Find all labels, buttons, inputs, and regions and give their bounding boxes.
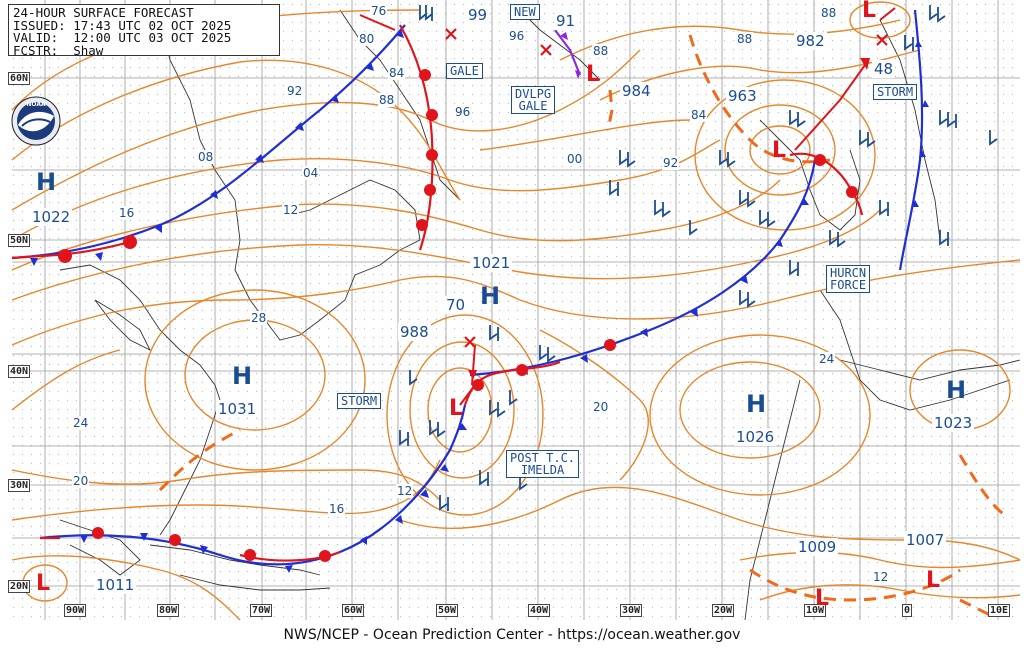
warning-storm-west: STORM xyxy=(337,393,382,409)
lat-label-30n: 30N xyxy=(8,479,31,492)
low-symbol: L xyxy=(815,586,830,611)
lon-label-70w: 70W xyxy=(250,604,273,617)
pressure-label-91: 91 xyxy=(554,12,578,30)
isobar-label: 12 xyxy=(396,484,414,498)
isobar-label: 88 xyxy=(378,93,396,107)
lat-label-50n: 50N xyxy=(8,234,31,247)
pressure-label-99: 99 xyxy=(466,6,490,24)
low-symbol: L xyxy=(772,138,787,163)
high-symbol: H xyxy=(232,362,253,390)
warning-gale: GALE xyxy=(446,63,483,79)
header-valid: VALID: 12:00 UTC 03 OCT 2025 xyxy=(13,30,232,46)
warning-hurricane-force: HURCN FORCE xyxy=(826,265,871,293)
header-issued: ISSUED: 17:43 UTC 02 OCT 2025 xyxy=(13,17,232,33)
low-pressure-1011: 1011 xyxy=(94,576,137,594)
warm-front-bumps xyxy=(58,69,858,562)
high-pressure-1026: 1026 xyxy=(734,428,777,446)
low-pressure-1007: 1007 xyxy=(904,531,947,549)
forecast-header: 24-HOUR SURFACE FORECAST ISSUED: 17:43 UT… xyxy=(8,4,280,56)
lon-label-40w: 40W xyxy=(528,604,551,617)
lon-label-20w: 20W xyxy=(712,604,735,617)
noaa-logo-text: NOAA xyxy=(26,101,46,108)
high-pressure-1031: 1031 xyxy=(216,400,259,418)
lon-label-60w: 60W xyxy=(342,604,365,617)
isobar-label: 92 xyxy=(662,156,680,170)
isobar-label: 24 xyxy=(72,416,90,430)
warning-storm-east: STORM xyxy=(873,84,918,100)
isobar-label: 96 xyxy=(454,105,472,119)
isobar-label: 88 xyxy=(592,44,610,58)
lon-label-90w: 90W xyxy=(64,604,87,617)
lon-label-0: 0 xyxy=(902,604,913,617)
high-symbol: H xyxy=(480,282,501,310)
isobar-label: 88 xyxy=(820,6,838,20)
isobar-label: 12 xyxy=(282,203,300,217)
graticule xyxy=(12,0,1020,620)
isobar-label: 20 xyxy=(592,400,610,414)
lon-label-80w: 80W xyxy=(157,604,180,617)
isobar-label: 24 xyxy=(818,352,836,366)
high-pressure-1023: 1023 xyxy=(932,414,975,432)
lon-label-30w: 30W xyxy=(620,604,643,617)
isobar-label: 84 xyxy=(690,108,708,122)
lat-label-40n: 40N xyxy=(8,365,31,378)
noaa-logo: NOAA xyxy=(11,96,61,146)
low-pressure-963: 963 xyxy=(726,87,759,105)
low-pressure-988: 988 xyxy=(398,323,431,341)
pressure-label-70: 70 xyxy=(444,296,468,314)
high-symbol: H xyxy=(946,376,967,404)
lat-label-60n: 60N xyxy=(8,72,31,85)
low-symbol: L xyxy=(926,568,941,593)
footer-credit: NWS/NCEP - Ocean Prediction Center - htt… xyxy=(283,627,741,643)
isobar-label: 96 xyxy=(508,29,526,43)
low-past-positions xyxy=(445,28,888,348)
high-symbol: H xyxy=(746,390,767,418)
low-symbol: L xyxy=(36,571,51,596)
low-symbol: L xyxy=(862,0,877,23)
occluded-front xyxy=(554,29,582,76)
isobar-label: 12 xyxy=(872,570,890,584)
high-pressure-1022: 1022 xyxy=(30,208,73,226)
isobar-label: 76 xyxy=(370,4,388,18)
isobar-label: 04 xyxy=(302,166,320,180)
cold-front-barbs xyxy=(30,29,929,573)
high-pressure-1021: 1021 xyxy=(470,254,513,272)
lon-label-10e: 10E xyxy=(988,604,1011,617)
header-title: 24-HOUR SURFACE FORECAST xyxy=(13,5,194,20)
pressure-label-984: 984 xyxy=(620,82,653,100)
isobar-label: 00 xyxy=(566,152,584,166)
isobar-label: 16 xyxy=(118,206,136,220)
low-symbol: L xyxy=(449,396,464,421)
isobar-label: 84 xyxy=(388,66,406,80)
isobar-label: 16 xyxy=(328,502,346,516)
isobar-label: 80 xyxy=(358,32,376,46)
isobar-label: 92 xyxy=(286,84,304,98)
isobar-label: 08 xyxy=(197,150,215,164)
lat-label-20n: 20N xyxy=(8,580,31,593)
warning-developing-gale: DVLPG GALE xyxy=(511,86,556,114)
header-forecaster: FCSTR: Shaw xyxy=(13,42,104,58)
label-new-low: NEW xyxy=(510,4,540,20)
pressure-label-48: 48 xyxy=(872,60,896,78)
low-pressure-982: 982 xyxy=(794,32,827,50)
isobar-label: 88 xyxy=(736,32,754,46)
troughs xyxy=(158,34,1006,617)
lon-label-10w: 10W xyxy=(804,604,827,617)
isobar-label: 20 xyxy=(72,474,90,488)
label-post-tc-imelda: POST T.C. IMELDA xyxy=(506,450,580,478)
isobar-label: 28 xyxy=(250,311,268,325)
low-pressure-1009: 1009 xyxy=(796,538,839,556)
high-symbol: H xyxy=(36,168,57,196)
lon-label-50w: 50W xyxy=(436,604,459,617)
low-symbol: L xyxy=(586,62,601,87)
